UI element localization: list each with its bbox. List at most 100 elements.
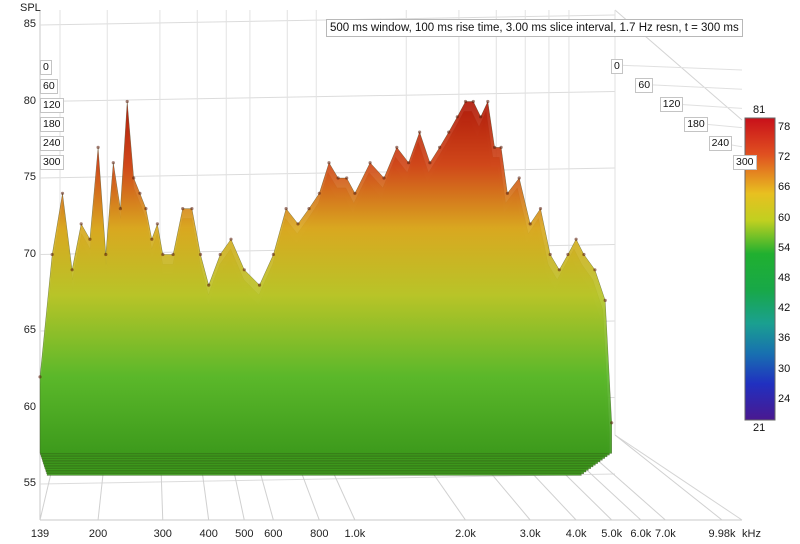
ridge-point-1 <box>50 252 54 257</box>
ridge-point-2 <box>60 191 65 195</box>
ridge-point-38 <box>407 161 411 165</box>
y-tick-80: 80 <box>23 94 36 107</box>
ridge-point-43 <box>455 115 459 119</box>
colorbar-tick-60: 60 <box>778 211 791 224</box>
grid-spl-55 <box>39 473 616 485</box>
ridge-point-44 <box>463 99 468 104</box>
ridge-point-22 <box>218 252 222 257</box>
x-tick-7.0k: 7.0k <box>654 528 676 540</box>
ridge-point-11 <box>132 176 136 180</box>
time-tick-left-300: 300 <box>40 155 64 170</box>
x-unit-label: kHz <box>742 528 761 540</box>
colorbar-tick-36: 36 <box>778 332 791 345</box>
x-tick-3.0k: 3.0k <box>519 528 541 540</box>
time-tick-right-60: 60 <box>635 78 654 94</box>
colorbar-tick-72: 72 <box>778 151 791 164</box>
ridge-point-57 <box>574 237 578 241</box>
y-tick-60: 60 <box>23 400 36 413</box>
ridge-point-27 <box>284 207 288 211</box>
x-tick-1.0k: 1.0k <box>344 528 366 540</box>
ridge-point-6 <box>96 145 100 149</box>
ridge-point-37 <box>395 145 399 149</box>
ridge-point-0 <box>38 375 42 379</box>
time-tick-right-0: 0 <box>611 59 623 74</box>
grid-time-60 <box>639 83 743 90</box>
ridge-point-9 <box>118 207 122 211</box>
y-tick-55: 55 <box>23 477 36 489</box>
ridge-point-19 <box>190 207 194 211</box>
ridge-point-58 <box>582 252 586 257</box>
ridge-point-41 <box>438 145 442 149</box>
ridge-point-61 <box>610 421 614 425</box>
ridge-point-10 <box>125 99 129 104</box>
ridge-point-31 <box>327 161 331 165</box>
ridge-point-39 <box>418 130 422 134</box>
time-tick-right-240: 240 <box>708 135 733 151</box>
colorbar-min-label: 21 <box>753 422 766 434</box>
x-tick-600: 600 <box>264 528 283 540</box>
time-tick-right-180: 180 <box>684 116 708 132</box>
ridge-point-49 <box>499 145 503 149</box>
x-tick-4.0k: 4.0k <box>565 528 587 540</box>
ridge-point-4 <box>79 222 83 226</box>
colorbar-tick-66: 66 <box>778 181 791 194</box>
time-tick-right-300: 300 <box>733 155 757 170</box>
ridge-point-55 <box>557 268 561 272</box>
ridge-point-53 <box>538 207 543 211</box>
surface-layer <box>39 100 612 476</box>
time-tick-left-120: 120 <box>40 98 64 113</box>
ridge-point-40 <box>428 161 432 165</box>
ridge-point-50 <box>505 191 509 195</box>
ridge-point-46 <box>479 115 483 119</box>
colorbar-tick-30: 30 <box>778 362 791 375</box>
grid-time-0 <box>614 64 743 71</box>
ridge-point-59 <box>593 268 597 272</box>
ridge-point-18 <box>181 207 185 211</box>
x-tick-300: 300 <box>153 528 172 540</box>
ridge-point-23 <box>229 237 233 241</box>
x-tick-6.0k: 6.0k <box>630 528 652 540</box>
ridge-point-7 <box>104 252 108 257</box>
ridge-point-5 <box>88 237 92 241</box>
x-tick-500: 500 <box>235 528 254 540</box>
info-banner: 500 ms window, 100 ms rise time, 3.00 ms… <box>326 19 743 37</box>
ridge-point-21 <box>207 283 211 287</box>
ridge-point-25 <box>257 283 262 287</box>
ridge-point-15 <box>155 222 159 226</box>
x-tick-5.0k: 5.0k <box>601 528 623 540</box>
time-tick-left-240: 240 <box>40 136 64 151</box>
x-tick-139: 139 <box>30 528 50 540</box>
ridge-point-20 <box>198 252 203 257</box>
colorbar-tick-54: 54 <box>778 241 791 254</box>
y-tick-65: 65 <box>23 324 36 336</box>
ridge-point-32 <box>336 176 340 180</box>
grid-spl-80 <box>39 91 616 102</box>
ridge-point-36 <box>382 176 386 180</box>
depth-freq-9.98k <box>614 434 723 521</box>
ridge-point-13 <box>144 207 148 211</box>
ridge-point-45 <box>471 99 475 104</box>
ridge-point-52 <box>528 222 532 226</box>
y-tick-75: 75 <box>23 171 36 183</box>
ridge-point-30 <box>317 191 321 195</box>
x-tick-400: 400 <box>199 528 218 540</box>
ridge-point-48 <box>493 145 497 149</box>
colorbar-max-label: 81 <box>753 104 766 116</box>
colorbar-tick-48: 48 <box>778 272 791 284</box>
time-tick-left-180: 180 <box>40 117 64 132</box>
y-tick-85: 85 <box>23 18 36 30</box>
time-tick-left-0: 0 <box>40 60 52 75</box>
colorbar-tick-24: 24 <box>778 392 791 405</box>
ridge-point-56 <box>566 252 570 257</box>
waterfall-slice-0 <box>39 100 612 454</box>
colorbar-tick-42: 42 <box>778 302 791 315</box>
ridge-point-60 <box>603 298 607 302</box>
ridge-point-26 <box>271 252 275 257</box>
ridge-point-47 <box>486 99 490 104</box>
ridge-point-3 <box>70 268 74 272</box>
ridge-point-16 <box>161 252 165 257</box>
x-tick-800: 800 <box>310 528 329 540</box>
ridge-point-28 <box>296 222 300 226</box>
